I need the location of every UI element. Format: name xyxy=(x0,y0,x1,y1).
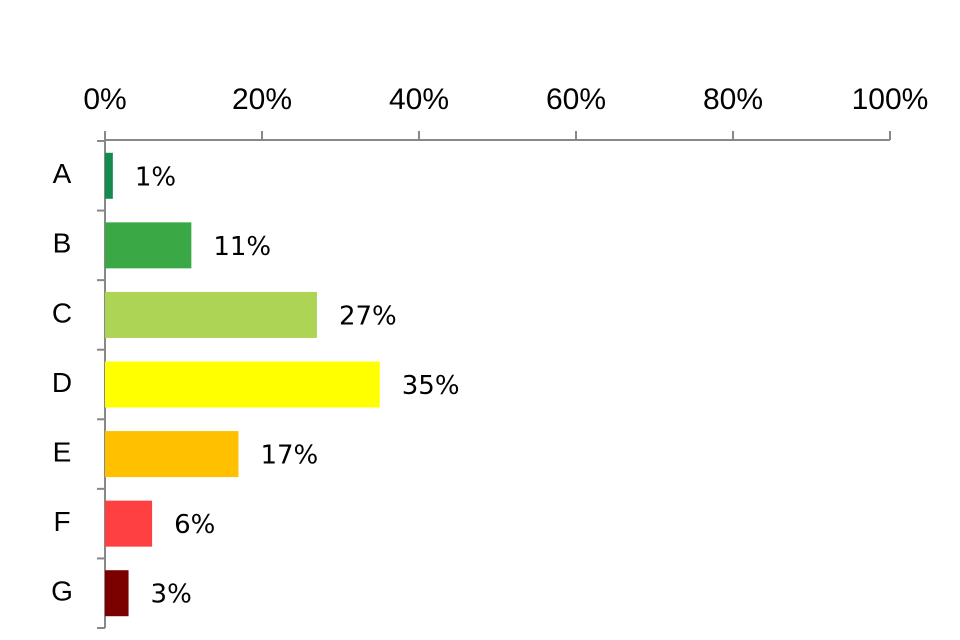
bar xyxy=(105,291,317,338)
value-label: 1% xyxy=(135,162,176,192)
x-tick-label: 0% xyxy=(83,83,126,116)
value-label: 17% xyxy=(260,441,318,471)
x-tick-label: 40% xyxy=(389,83,449,116)
bar xyxy=(105,152,113,199)
value-label: 35% xyxy=(402,371,460,401)
value-label: 6% xyxy=(174,510,215,540)
y-tick-label: C xyxy=(52,297,72,328)
y-tick-label: D xyxy=(52,367,72,398)
x-tick-label: 80% xyxy=(703,83,763,116)
value-label: 3% xyxy=(151,580,192,610)
bar xyxy=(105,431,239,478)
x-tick-label: 100% xyxy=(852,83,929,116)
y-tick-label: B xyxy=(53,228,72,259)
y-tick-label: A xyxy=(53,158,72,189)
x-tick-label: 60% xyxy=(546,83,606,116)
value-label: 27% xyxy=(339,301,397,331)
y-tick-label: F xyxy=(53,506,70,537)
bar xyxy=(105,361,380,408)
y-tick-label: E xyxy=(53,436,72,467)
value-label: 11% xyxy=(213,232,271,262)
bar xyxy=(105,500,153,547)
bar xyxy=(105,222,192,269)
bar xyxy=(105,570,129,617)
x-tick-label: 20% xyxy=(232,83,292,116)
y-tick-label: G xyxy=(51,576,73,607)
